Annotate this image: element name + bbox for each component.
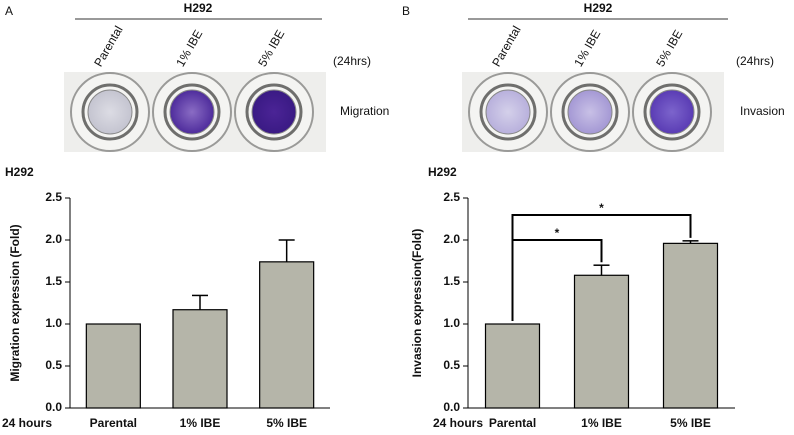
bar [662, 242, 719, 409]
image-note: (24hrs) [736, 54, 774, 68]
well-ring [479, 83, 537, 141]
x-tick-label: 5% IBE [670, 416, 711, 430]
image-label: 5% IBE [255, 27, 287, 69]
well-ring [81, 83, 139, 141]
x-tick-label: 1% IBE [180, 416, 221, 430]
x-tick-label: 1% IBE [581, 416, 622, 430]
y-tick-label: 2.5 [443, 190, 460, 204]
y-tick-label: 1.5 [45, 274, 62, 288]
significance-bracket [511, 214, 692, 321]
bar [259, 261, 315, 409]
y-tick-label: 1.0 [45, 316, 62, 330]
x-prefix: 24 hours [2, 416, 52, 430]
y-tick-label: 0.0 [443, 400, 460, 414]
y-tick-label: 2.0 [443, 232, 460, 246]
header: H292 [184, 1, 213, 15]
well-insert [485, 89, 531, 135]
y-tick-label: 0.5 [45, 358, 62, 372]
significance-label: * [599, 201, 604, 215]
image-label: 1% IBE [571, 27, 603, 69]
well-ring [163, 83, 221, 141]
well-ring [245, 83, 303, 141]
bar [85, 323, 141, 409]
x-prefix: 24 hours [433, 416, 483, 430]
x-tick-label: 5% IBE [266, 416, 307, 430]
significance-label: * [555, 226, 560, 240]
y-tick-label: 0.5 [443, 358, 460, 372]
well-insert [567, 89, 613, 135]
image-label: 1% IBE [173, 27, 205, 69]
x-tick-label: Parental [90, 416, 137, 430]
chart-title: H292 [5, 165, 34, 179]
y-axis-label: Invasion expression(Fold) [410, 229, 424, 378]
image-label: Parental [91, 23, 125, 69]
chart-title: H292 [428, 165, 457, 179]
well-insert [251, 89, 297, 135]
panel-label: B [402, 4, 410, 18]
y-tick-label: 1.0 [443, 316, 460, 330]
image-caption: Migration [340, 104, 389, 118]
y-axis-label: Migration expression (Fold) [8, 224, 22, 381]
x-tick-label: Parental [489, 416, 536, 430]
well-insert [649, 89, 695, 135]
y-tick-label: 1.5 [443, 274, 460, 288]
y-tick-label: 2.0 [45, 232, 62, 246]
bar [484, 323, 541, 409]
well-insert [169, 89, 215, 135]
header: H292 [584, 1, 613, 15]
y-tick-label: 0.0 [45, 400, 62, 414]
well-ring [643, 83, 701, 141]
image-caption: Invasion [740, 104, 785, 118]
image-label: 5% IBE [653, 27, 685, 69]
image-label: Parental [489, 23, 523, 69]
y-tick-label: 2.5 [45, 190, 62, 204]
bar [172, 309, 228, 409]
well-insert [87, 89, 133, 135]
image-note: (24hrs) [333, 54, 371, 68]
bar [573, 274, 630, 409]
panel-label: A [5, 4, 13, 18]
well-ring [561, 83, 619, 141]
